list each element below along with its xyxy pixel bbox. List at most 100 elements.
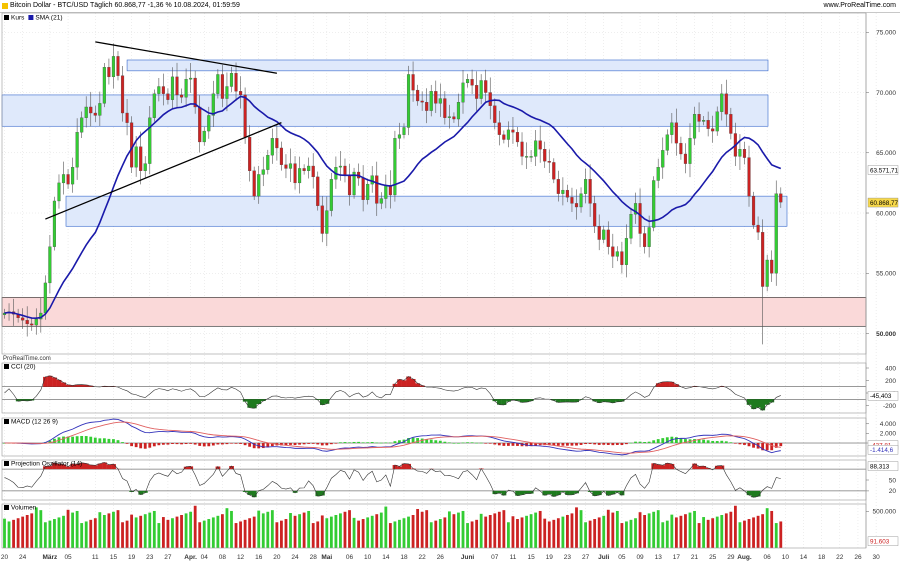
legend-swatch: [28, 15, 34, 20]
cci-oversold-fill: [601, 399, 607, 402]
x-tick-label: 15: [527, 554, 535, 561]
projection-high-fill: [43, 466, 48, 470]
candle-body: [134, 146, 138, 168]
candle-body: [543, 149, 547, 162]
legend-swatch: [4, 364, 9, 369]
volume-bar: [152, 510, 156, 548]
candle-body: [130, 122, 134, 168]
volume-bar: [171, 518, 174, 548]
macd-histogram-bar: [761, 443, 765, 451]
projection-high-fill: [719, 465, 725, 470]
candle-body: [443, 98, 447, 118]
value-label-box: [867, 445, 899, 455]
cci-line: [4, 375, 781, 411]
volume-bar: [756, 515, 760, 548]
legend-label: Projection Oszillator (14): [11, 461, 82, 468]
candle-body: [529, 156, 533, 158]
candle-body: [652, 180, 656, 228]
cci-overbought-fill: [397, 379, 402, 387]
volume-bar: [89, 519, 93, 548]
macd-histogram-bar: [629, 442, 633, 444]
cci-overbought-fill: [52, 377, 57, 387]
candle-body: [661, 150, 665, 168]
volume-bar: [98, 512, 102, 548]
cci-overbought-fill: [56, 379, 62, 387]
y-tick-label: 400: [885, 365, 896, 372]
macd-histogram-bar: [98, 438, 102, 444]
candle-body: [602, 229, 606, 240]
volume-bar: [34, 507, 38, 548]
projection-low-fill: [592, 490, 598, 496]
x-tick-label: 27: [582, 554, 590, 561]
cci-overbought-fill: [419, 385, 425, 387]
volume-bar: [62, 515, 65, 548]
candle-body: [202, 130, 206, 143]
macd-histogram-bar: [352, 441, 356, 444]
x-tick-label: 25: [709, 554, 717, 561]
x-tick-label: 24: [291, 554, 299, 561]
cci-overbought-fill: [61, 382, 66, 387]
candle-body: [393, 138, 397, 196]
volume-panel: [3, 505, 783, 548]
volume-bar: [434, 520, 438, 548]
macd-histogram-bar: [697, 439, 701, 444]
cci-overbought-fill: [43, 376, 48, 387]
candle-body: [21, 317, 25, 321]
cci-oversold-fill: [592, 399, 598, 402]
candle-body: [307, 165, 311, 171]
legend-swatch: [4, 419, 9, 424]
candle-body: [638, 203, 642, 234]
volume-bar: [638, 512, 642, 548]
macd-histogram-bar: [202, 443, 206, 447]
volume-bar: [597, 517, 601, 548]
projection-low-fill: [615, 490, 620, 493]
macd-histogram-bar: [679, 438, 683, 444]
volume-bar: [202, 520, 206, 548]
candle-body: [724, 93, 728, 115]
macd-histogram-bar: [470, 442, 474, 444]
x-tick-label: 23: [146, 554, 154, 561]
x-tick-label: 18: [400, 554, 408, 561]
macd-histogram-bar: [48, 440, 52, 444]
candle-body: [43, 282, 47, 314]
macd-histogram-bar: [248, 443, 252, 447]
projection-low-fill: [619, 490, 625, 496]
candle-body: [198, 106, 202, 143]
candle-body: [570, 197, 574, 204]
candle-body: [765, 259, 769, 287]
volume-bar: [497, 511, 501, 548]
red-zone: [1, 297, 867, 327]
volume-bar: [584, 522, 587, 548]
macd-histogram-bar: [180, 443, 183, 445]
x-tick-label: 14: [382, 554, 390, 561]
volume-bar: [261, 513, 265, 548]
candle-body: [248, 136, 252, 171]
candle-body: [93, 112, 97, 116]
candle-body: [184, 79, 188, 98]
volume-bar: [352, 517, 356, 548]
site-link[interactable]: www.ProRealTime.com: [823, 2, 896, 9]
volume-bar: [674, 517, 678, 548]
macd-histogram-bar: [243, 443, 247, 446]
volume-bar: [48, 520, 52, 548]
candle-body: [75, 132, 79, 168]
x-tick-label: 28: [310, 554, 318, 561]
macd-histogram-bar: [738, 443, 742, 445]
cci-oversold-fill: [242, 399, 248, 402]
volume-bar: [216, 515, 220, 548]
volume-bar: [665, 520, 669, 548]
legend-swatch: [4, 505, 9, 510]
volume-bar: [711, 518, 715, 548]
watermark: ProRealTime.com: [3, 356, 51, 362]
volume-bar: [733, 505, 737, 548]
volume-bar: [189, 511, 193, 548]
cci-overbought-fill: [70, 385, 76, 387]
macd-histogram-bar: [239, 443, 242, 444]
volume-bar: [357, 520, 361, 548]
macd-histogram-bar: [193, 443, 197, 445]
volume-bar: [298, 514, 301, 548]
volume-bar: [407, 516, 410, 548]
volume-bar: [220, 514, 224, 548]
x-tick-label: Aug.: [737, 554, 752, 561]
